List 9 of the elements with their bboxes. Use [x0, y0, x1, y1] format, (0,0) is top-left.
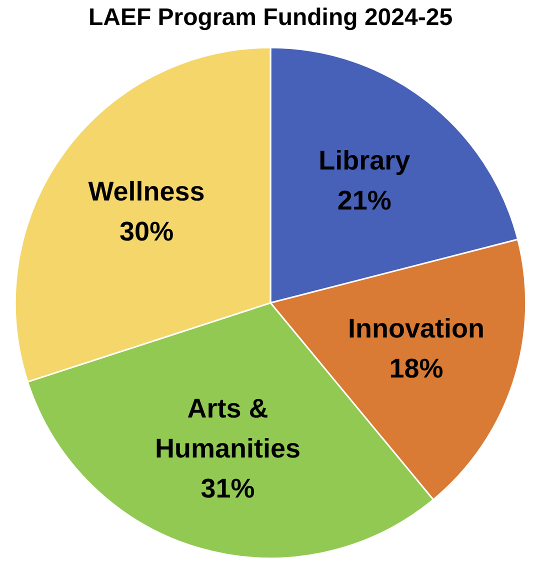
slice-label: Arts & Humanities — [154, 393, 301, 464]
slice-label: Wellness — [88, 176, 205, 206]
data-label: 18% — [389, 354, 444, 384]
data-label: 21% — [337, 185, 392, 216]
slice-label: Innovation — [348, 314, 484, 344]
slice-label: Library — [318, 145, 410, 176]
data-label: 31% — [200, 473, 255, 504]
chart-title: LAEF Program Funding 2024-25 — [88, 4, 453, 32]
data-label: 30% — [120, 216, 174, 246]
